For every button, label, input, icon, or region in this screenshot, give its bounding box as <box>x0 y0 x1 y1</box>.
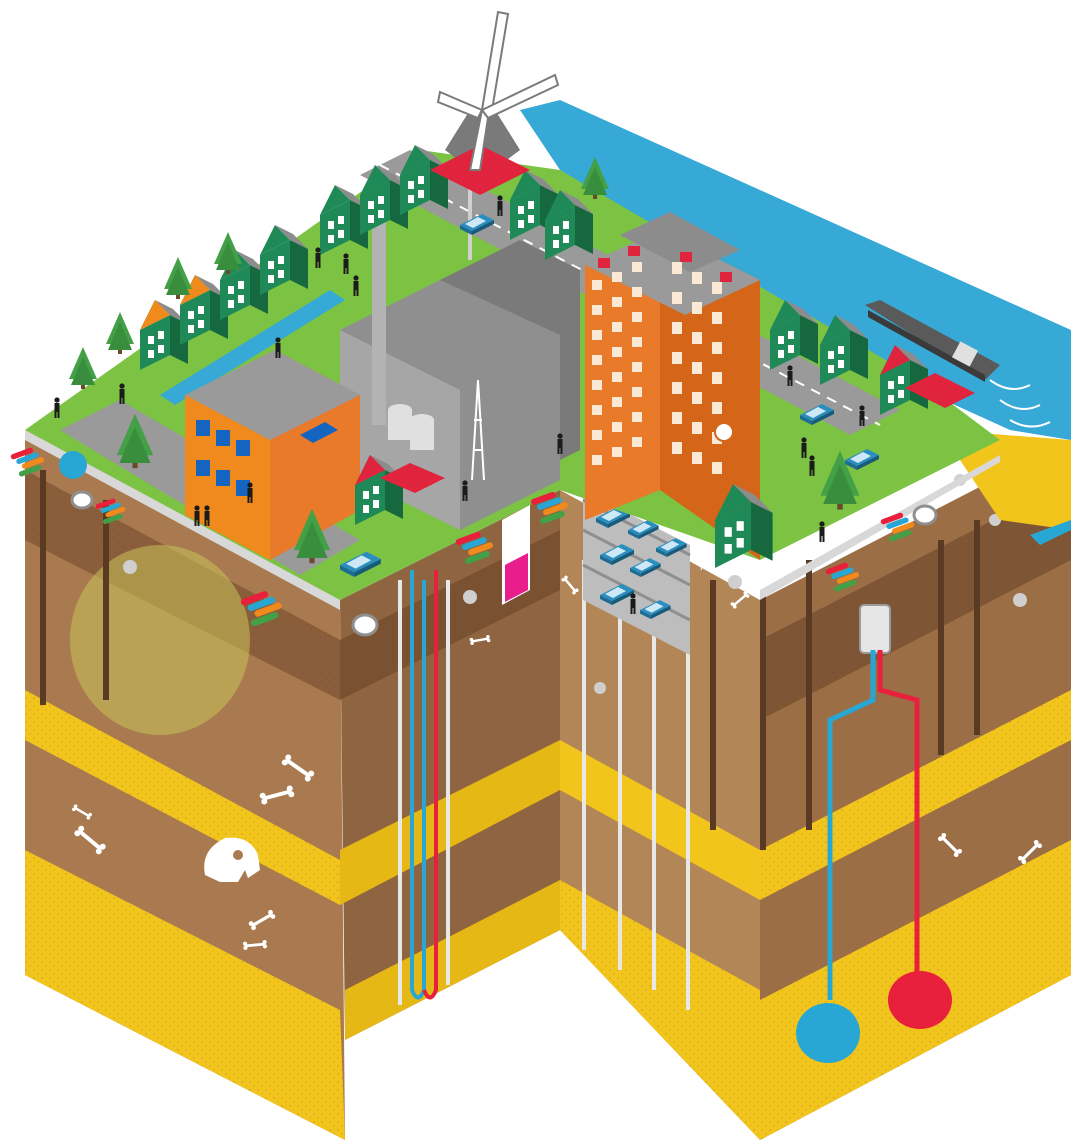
clock-icon <box>714 422 734 442</box>
apartment-tower <box>585 212 760 560</box>
fossils <box>71 496 1044 951</box>
skull-icon <box>204 837 260 882</box>
cold-aquifer-icon <box>796 1003 860 1063</box>
parking-sign: P <box>700 562 707 573</box>
tower-red-accents <box>598 246 732 282</box>
shore-dike <box>1030 520 1071 545</box>
cycle-tunnel <box>502 505 530 605</box>
road-lane-marking <box>379 164 881 426</box>
tree-icon <box>69 347 97 389</box>
chimney <box>372 215 386 425</box>
tree-icon <box>164 257 192 299</box>
windmill-icon <box>430 10 560 195</box>
barge-icon <box>865 300 1000 382</box>
surface-edge-left <box>25 430 340 610</box>
solar-panel-icon <box>300 422 338 443</box>
sewer-pipes <box>59 451 938 637</box>
tree-icon <box>106 312 134 354</box>
heat-exchanger-unit <box>859 604 891 654</box>
sea-water <box>520 100 1071 440</box>
wells-notch-left <box>398 570 450 1005</box>
canal-houses <box>140 145 975 568</box>
silos <box>388 404 434 450</box>
underground-block <box>25 430 1071 1140</box>
foundation-piles <box>40 470 980 850</box>
wells-notch-right <box>582 560 690 1010</box>
hot-aquifer-icon <box>888 971 952 1029</box>
dike-slope <box>940 430 1071 530</box>
aquifer-thermal-storage <box>796 604 952 1063</box>
surface-level <box>10 10 1071 637</box>
soil-pollution-plume <box>70 545 250 735</box>
telecom-tower <box>471 379 485 481</box>
sand-layer-notch-right <box>560 740 760 900</box>
sea-waves <box>989 379 1051 428</box>
surface-edge-right <box>760 455 1000 600</box>
canal <box>160 290 345 405</box>
